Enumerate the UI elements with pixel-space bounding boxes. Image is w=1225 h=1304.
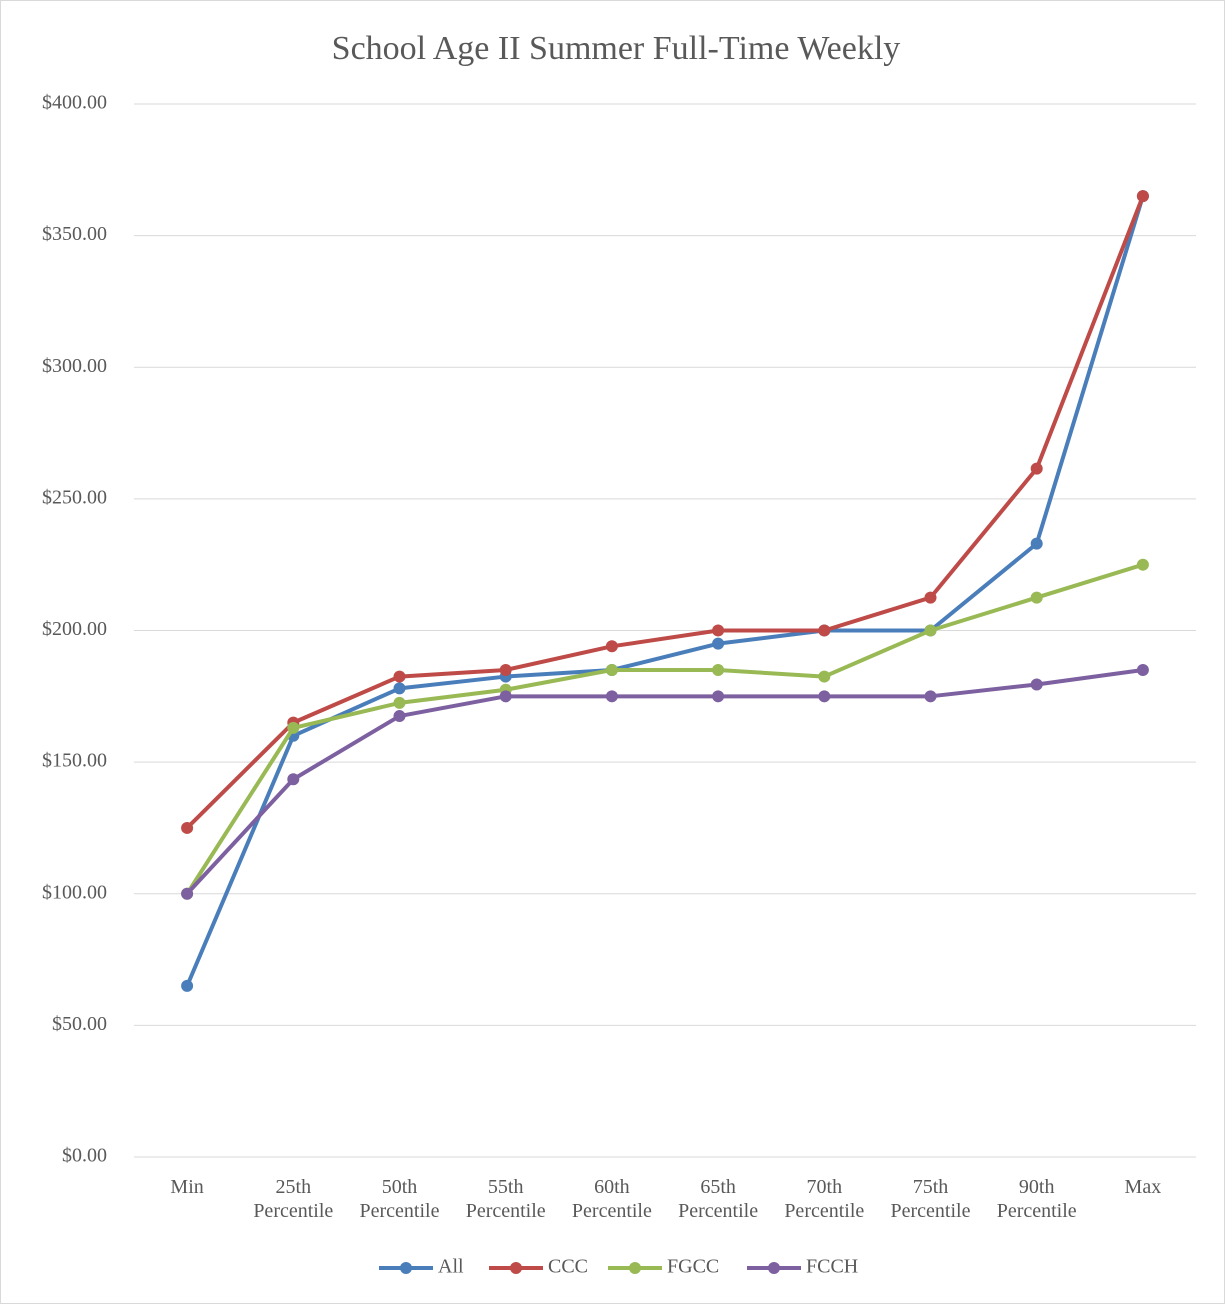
data-point [924,690,937,703]
x-tick-label: 50th Percentile [359,1176,440,1222]
x-tick-label: 65th Percentile [678,1176,759,1222]
data-point [393,670,406,683]
data-point [1030,462,1043,475]
data-point [1136,558,1149,571]
data-point [287,773,300,786]
data-point [818,690,831,703]
data-point [605,663,618,676]
data-point [818,624,831,637]
legend-marker [400,1262,412,1274]
x-tick-label: 25th Percentile [253,1176,334,1222]
legend-marker [629,1262,641,1274]
x-tick-label: 90th Percentile [996,1176,1077,1222]
y-tick-label: $100.00 [42,881,107,903]
x-tick-label: 75th Percentile [890,1176,971,1222]
data-point [818,670,831,683]
x-tick-label: 70th Percentile [784,1176,865,1222]
series-line [185,195,1145,987]
legend-label: CCC [548,1256,588,1278]
legend-label: All [438,1256,464,1278]
y-tick-label: $150.00 [42,750,107,772]
y-tick-label: $0.00 [62,1145,107,1167]
x-tick-label: Min [170,1176,204,1198]
y-tick-label: $200.00 [42,618,107,640]
x-tick-label: Max [1124,1176,1162,1198]
x-tick-label: 60th Percentile [571,1176,652,1222]
data-point [181,979,194,992]
data-point [393,696,406,709]
y-tick-label: $350.00 [42,223,107,245]
x-tick-label: 55th Percentile [465,1176,546,1222]
data-point [712,663,725,676]
data-point [1136,663,1149,676]
legend-label: FGCC [667,1256,719,1278]
data-point [1030,678,1043,691]
data-point [924,591,937,604]
legend-marker [510,1262,522,1274]
data-point [924,624,937,637]
data-point [605,640,618,653]
data-point [499,663,512,676]
data-point [287,721,300,734]
y-tick-label: $250.00 [42,486,107,508]
series-line [185,668,1144,896]
data-point [393,682,406,695]
data-point [499,690,512,703]
data-point [393,710,406,723]
legend-marker [768,1262,780,1274]
data-point [181,887,194,900]
y-tick-label: $400.00 [42,92,107,114]
data-point [1030,591,1043,604]
data-point [712,624,725,637]
y-tick-label: $50.00 [52,1013,107,1035]
series-line [185,562,1144,895]
legend-label: FCCH [806,1256,858,1278]
data-point [605,690,618,703]
series-line [185,195,1145,830]
data-point [712,690,725,703]
chart-title: School Age II Summer Full-Time Weekly [332,30,901,67]
data-point [712,637,725,650]
data-point [1030,537,1043,550]
y-tick-label: $300.00 [42,355,107,377]
data-point [181,821,194,834]
data-point [1136,190,1149,203]
